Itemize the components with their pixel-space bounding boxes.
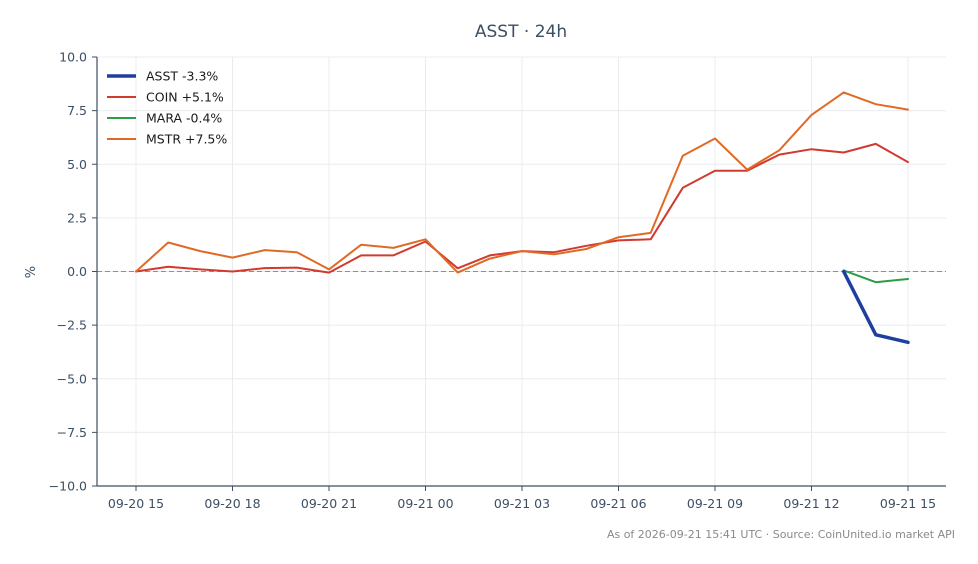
y-axis-label: % (24, 266, 39, 278)
legend-entry: MSTR +7.5% (146, 132, 227, 147)
y-tick-label: 2.5 (67, 210, 87, 225)
y-ticks: 10.0 7.5 5.0 2.5 0.0 −2.5 −5.0 −7.5 −10.0 (49, 50, 97, 494)
x-ticks: 09-20 15 09-20 18 09-20 21 09-21 00 09-21 03… (108, 486, 936, 511)
series-line-mara (842, 269, 909, 284)
series-line-asst (841, 269, 910, 345)
x-tick-label: 09-20 18 (204, 496, 260, 511)
legend-entry: ASST -3.3% (146, 69, 218, 84)
x-tick-label: 09-20 15 (108, 496, 164, 511)
x-tick-label: 09-21 12 (783, 496, 839, 511)
y-tick-label: −7.5 (57, 425, 87, 440)
y-tick-label: 10.0 (59, 50, 87, 65)
y-tick-label: 7.5 (67, 103, 87, 118)
chart-title: ASST · 24h (475, 22, 567, 42)
x-tick-label: 09-21 00 (397, 496, 453, 511)
legend: ASST -3.3% COIN +5.1% MARA -0.4% MSTR +7.5% (107, 69, 227, 147)
x-tick-label: 09-21 03 (494, 496, 550, 511)
legend-entry: MARA -0.4% (146, 111, 222, 126)
x-tick-label: 09-20 21 (301, 496, 357, 511)
series-layer (135, 91, 910, 345)
x-tick-label: 09-21 06 (590, 496, 646, 511)
y-tick-label: −10.0 (49, 479, 87, 494)
x-tick-label: 09-21 15 (880, 496, 936, 511)
x-tick-label: 09-21 09 (687, 496, 743, 511)
y-tick-label: 5.0 (67, 157, 87, 172)
y-tick-label: 0.0 (67, 264, 87, 279)
footer-note: As of 2026-09-21 15:41 UTC · Source: Coi… (607, 528, 955, 541)
y-tick-label: −2.5 (57, 318, 87, 333)
legend-entry: COIN +5.1% (146, 90, 224, 105)
series-line-mstr (135, 91, 909, 274)
y-tick-label: −5.0 (57, 371, 87, 386)
